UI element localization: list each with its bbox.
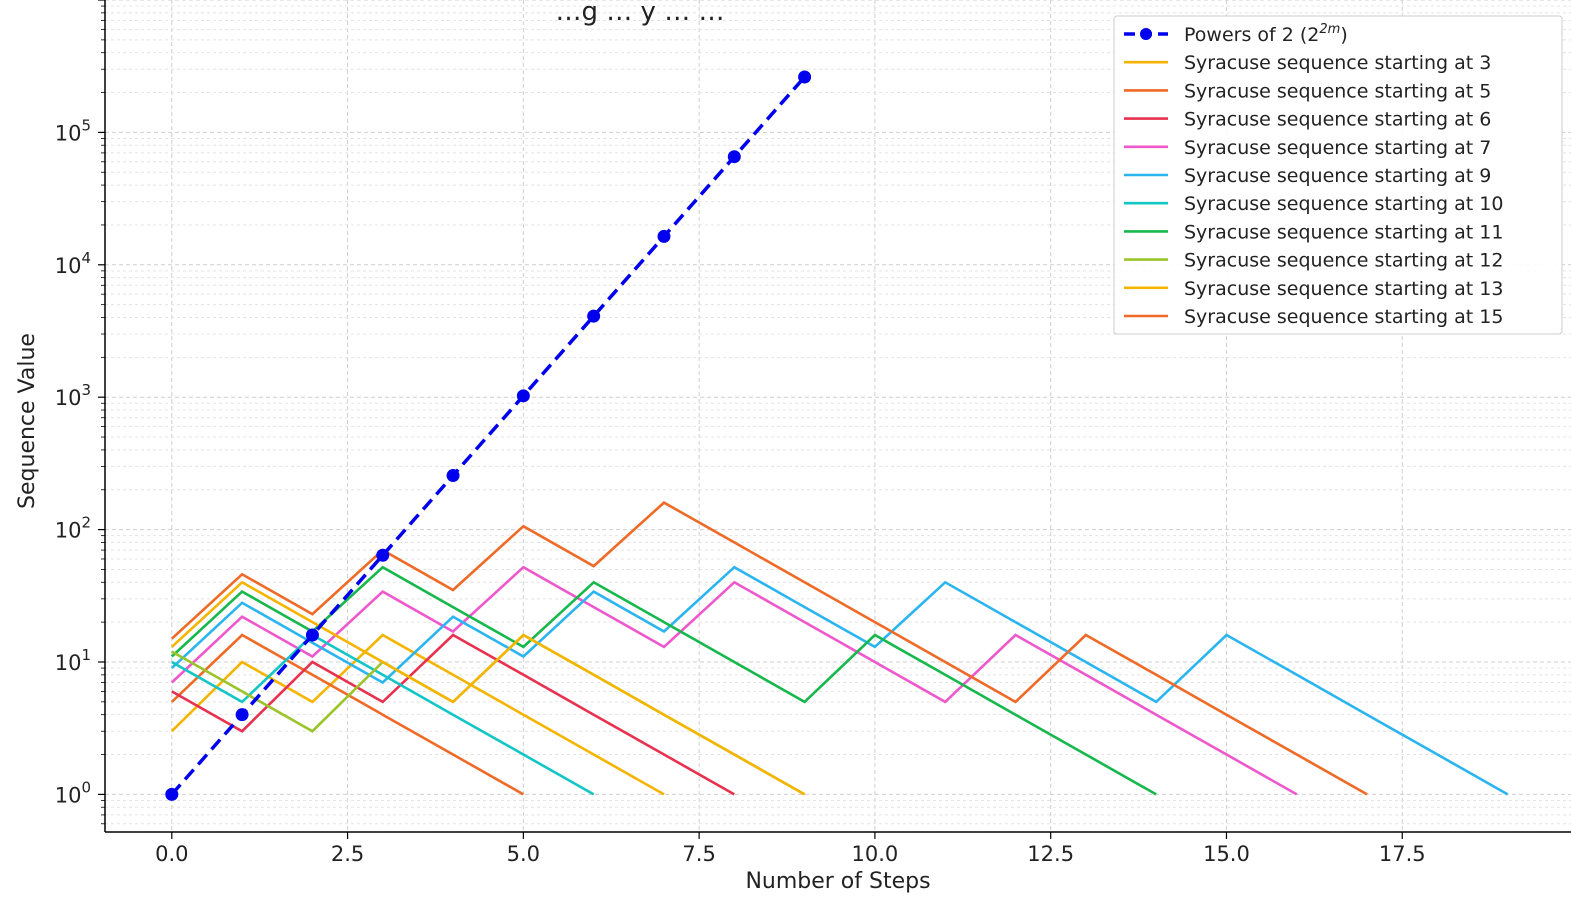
y-tick-label: 100: [55, 778, 91, 807]
axes: 0.0 2.5 5.0 7.5 10.0 12.5 15.0 17.5 100 101 102 103…: [55, 0, 1571, 866]
legend-entry: Syracuse sequence starting at 9: [1184, 165, 1491, 187]
series-line: [170, 580, 806, 796]
data-point: [798, 70, 812, 84]
series-line: [170, 501, 1368, 796]
data-point: [516, 389, 530, 403]
series-line: [171, 633, 735, 796]
data-point: [305, 628, 319, 642]
legend-marker: [1140, 28, 1152, 40]
series-line: [170, 565, 1509, 796]
legend-entry: Syracuse sequence starting at 11: [1184, 221, 1503, 243]
x-tick-label: 2.5: [331, 842, 364, 866]
legend-entry: Syracuse sequence starting at 10: [1184, 193, 1503, 215]
legend-entry: Syracuse sequence starting at 7: [1184, 137, 1491, 159]
legend-entry: Syracuse sequence starting at 3: [1184, 52, 1491, 74]
x-tick-label: 10.0: [852, 842, 899, 866]
data-point: [165, 787, 179, 801]
y-tick-label: 101: [55, 646, 91, 675]
legend: Powers of 2 (22m) Syracuse sequence start…: [1113, 15, 1563, 335]
y-tick-label: 102: [55, 514, 91, 543]
x-tick-label: 5.0: [507, 842, 540, 866]
y-tick-label: 103: [55, 381, 91, 410]
x-tick-label: 0.0: [155, 842, 188, 866]
series-line: [170, 565, 1157, 796]
chart-title: …g … y … …: [556, 0, 725, 27]
series-line: [171, 633, 806, 796]
y-axis-label: Sequence Value: [15, 333, 40, 509]
data-point: [727, 150, 741, 164]
data-point: [587, 309, 601, 323]
legend-entry: Syracuse sequence starting at 5: [1184, 80, 1491, 102]
legend-entry: Syracuse sequence starting at 13: [1184, 278, 1503, 300]
series-line: [170, 565, 1298, 796]
x-axis-label: Number of Steps: [745, 869, 930, 894]
x-tick-label: 17.5: [1379, 842, 1426, 866]
data-point: [376, 548, 390, 562]
legend-entry: Syracuse sequence starting at 6: [1184, 109, 1491, 131]
legend-entry: Syracuse sequence starting at 15: [1184, 306, 1503, 328]
legend-box: [1113, 15, 1563, 335]
series-line: [170, 633, 665, 796]
x-tick-label: 15.0: [1203, 842, 1250, 866]
y-tick-label: 104: [55, 249, 91, 278]
data-point: [657, 229, 671, 243]
x-tick-label: 12.5: [1027, 842, 1074, 866]
x-tick-label: 7.5: [682, 842, 715, 866]
data-point: [446, 469, 460, 483]
series-line: [171, 633, 595, 796]
series-line: [170, 75, 806, 796]
data-point: [235, 708, 249, 722]
legend-entry: Syracuse sequence starting at 12: [1184, 250, 1503, 272]
y-tick-label: 105: [55, 116, 91, 145]
legend-entry: Powers of 2 (22m): [1184, 22, 1348, 46]
series-line: [170, 633, 525, 796]
plot-area: [165, 70, 1509, 801]
